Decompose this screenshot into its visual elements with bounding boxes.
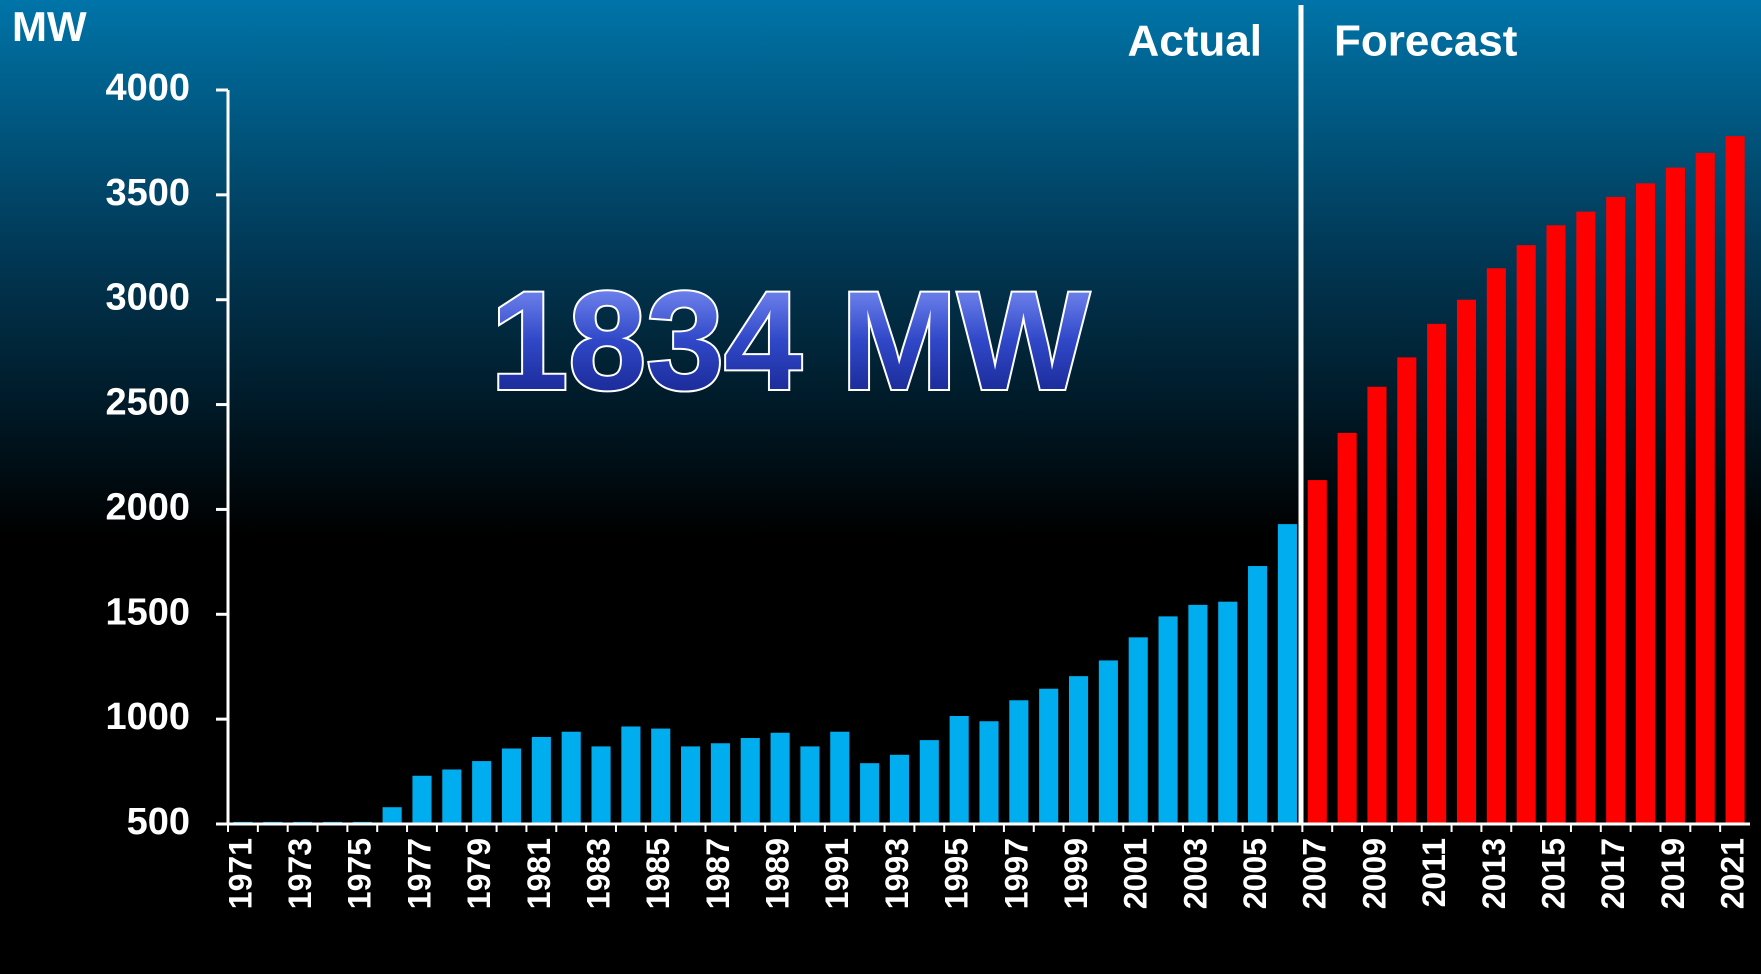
x-tick-label: 1997: [998, 838, 1034, 909]
x-tick-label: 1995: [939, 838, 975, 909]
x-tick-label: 1999: [1058, 838, 1094, 909]
x-tick-label: 1989: [760, 838, 796, 909]
bar: [1486, 268, 1506, 824]
bar: [1635, 183, 1656, 824]
x-tick-label: 1981: [521, 838, 557, 909]
x-tick-label: 2019: [1655, 838, 1691, 909]
legend-label: Actual: [1128, 17, 1262, 66]
x-tick-label: 2007: [1297, 838, 1333, 909]
x-tick-label: 1973: [282, 838, 318, 909]
bar: [1456, 299, 1477, 824]
y-tick-label: 1000: [105, 696, 190, 738]
annotation: 1834 MW: [490, 262, 1089, 419]
bar: [800, 746, 820, 824]
bar: [1218, 601, 1238, 824]
bar: [1277, 524, 1297, 824]
x-tick-label: 2015: [1535, 838, 1571, 909]
bar: [770, 732, 790, 824]
bar: [1546, 225, 1566, 824]
bar: [1039, 688, 1059, 824]
bar: [740, 738, 760, 824]
bar: [860, 763, 880, 824]
y-tick-label: 2500: [105, 382, 190, 424]
bar: [1098, 660, 1118, 824]
bar: [1009, 700, 1029, 824]
x-tick-label: 1991: [819, 838, 855, 909]
x-tick-label: 2011: [1416, 838, 1452, 907]
bar: [621, 726, 641, 824]
x-tick-label: 2005: [1237, 838, 1273, 909]
y-tick-label: 4000: [105, 67, 190, 109]
bar: [1606, 196, 1626, 824]
legend-label: Forecast: [1334, 17, 1518, 66]
bar: [979, 721, 999, 824]
bar: [1427, 323, 1447, 824]
bar: [1576, 211, 1596, 825]
y-axis-label: MW: [12, 3, 87, 50]
bar: [561, 731, 581, 824]
bar: [501, 748, 522, 824]
x-tick-label: 1971: [222, 838, 258, 909]
bar: [710, 743, 730, 824]
x-tick-label: 2001: [1118, 838, 1154, 909]
x-tick-label: 1983: [580, 838, 616, 909]
bar: [949, 715, 969, 824]
bar: [382, 807, 402, 824]
bar: [472, 761, 492, 824]
x-tick-label: 1987: [700, 838, 736, 909]
bar: [1248, 566, 1268, 824]
x-tick-label: 2009: [1356, 838, 1392, 909]
bar: [919, 740, 939, 824]
x-tick-label: 1993: [879, 838, 915, 909]
bar: [442, 769, 462, 824]
y-tick-label: 1500: [105, 591, 190, 633]
bar: [1695, 152, 1715, 824]
bar: [1188, 604, 1208, 824]
bar: [830, 731, 850, 824]
bar: [889, 754, 910, 824]
bar: [591, 746, 611, 824]
y-tick-label: 2000: [105, 486, 190, 528]
bar: [651, 728, 671, 824]
bar: [1307, 480, 1327, 824]
bar: [681, 746, 701, 824]
x-tick-label: 1985: [640, 838, 676, 909]
bar: [412, 775, 432, 824]
x-tick-label: 1977: [401, 838, 437, 909]
bar: [1068, 676, 1089, 824]
y-tick-label: 3000: [105, 277, 190, 319]
y-tick-label: 500: [127, 801, 190, 843]
bar: [1397, 357, 1417, 824]
x-tick-label: 1975: [342, 838, 378, 909]
x-tick-label: 2003: [1177, 838, 1213, 909]
x-tick-label: 2021: [1715, 838, 1751, 909]
bar: [1665, 167, 1685, 824]
bar: [1516, 245, 1536, 824]
bar: [1337, 432, 1357, 824]
bar: [1128, 637, 1148, 824]
x-tick-label: 2017: [1595, 838, 1631, 909]
bar: [1367, 386, 1387, 824]
x-tick-label: 2013: [1476, 838, 1512, 909]
x-tick-label: 1979: [461, 838, 497, 909]
bar: [531, 736, 551, 824]
bar: [1725, 136, 1745, 824]
y-tick-label: 3500: [105, 172, 190, 214]
bar: [1158, 616, 1178, 824]
